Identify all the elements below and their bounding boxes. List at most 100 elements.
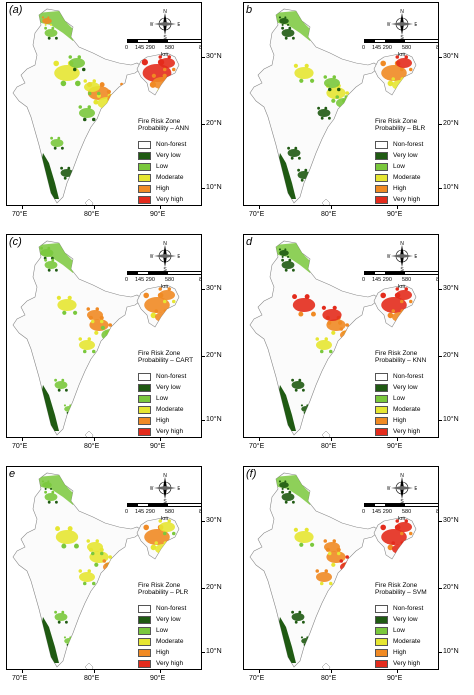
- risk-speckle: [327, 320, 332, 325]
- risk-patch: [40, 249, 54, 257]
- risk-speckle: [51, 490, 55, 494]
- india-outline: [249, 8, 381, 204]
- legend-item: Very low: [138, 150, 186, 161]
- risk-speckle: [122, 335, 126, 340]
- risk-speckle: [300, 178, 304, 182]
- risk-speckle: [72, 411, 75, 414]
- risk-speckle: [359, 567, 363, 572]
- risk-speckle: [281, 490, 284, 494]
- longitude-label: 80°E: [321, 675, 337, 682]
- risk-speckle: [167, 55, 171, 59]
- legend-swatch: [138, 427, 151, 436]
- legend-item: Non-forest: [375, 139, 423, 150]
- legend-label: Low: [156, 395, 168, 402]
- risk-patch: [281, 261, 295, 269]
- lat-tick: [439, 124, 442, 125]
- legend-swatch: [138, 372, 151, 381]
- lon-tick: [160, 438, 161, 441]
- risk-speckle: [67, 295, 72, 300]
- longitude-label: 90°E: [387, 443, 403, 450]
- risk-speckle: [83, 581, 87, 586]
- risk-speckle: [320, 349, 324, 354]
- risk-speckle: [293, 527, 298, 532]
- lon-tick: [397, 206, 398, 209]
- risk-speckle: [94, 330, 99, 335]
- scale-tick-label: 0: [362, 277, 366, 283]
- legend-item: High: [138, 183, 186, 194]
- scale-bar-graphic: [364, 503, 438, 507]
- risk-speckle: [88, 91, 92, 96]
- risk-speckle: [61, 610, 65, 614]
- lat-tick: [202, 188, 205, 189]
- legend-item: Very high: [375, 426, 423, 437]
- scale-bar-graphic: [364, 271, 438, 275]
- risk-speckle: [294, 146, 298, 150]
- scale-segment: [375, 40, 385, 42]
- legend-title: Fire Risk Zone Probability – PLR: [138, 582, 189, 596]
- risk-speckle: [92, 117, 96, 122]
- risk-speckle: [172, 299, 176, 304]
- risk-speckle: [73, 310, 78, 315]
- legend-label: Very low: [156, 152, 181, 159]
- risk-speckle: [117, 323, 121, 327]
- panel-label: (c): [9, 236, 22, 248]
- risk-patch: [60, 169, 74, 177]
- risk-speckle: [353, 339, 357, 344]
- scale-bar: 0 145 290 580 870 km: [362, 501, 438, 527]
- western-ghats-forest-zone: [278, 153, 296, 199]
- western-ghats-forest-zone: [41, 153, 59, 199]
- scale-bar-graphic: [127, 39, 201, 43]
- risk-patch: [279, 18, 289, 24]
- legend: Non-forest Very low Low Moderate High Very hi…: [375, 371, 423, 437]
- risk-speckle: [302, 388, 305, 392]
- risk-patch: [69, 58, 85, 68]
- longitude-label: 90°E: [387, 675, 403, 682]
- risk-speckle: [335, 95, 339, 99]
- risk-speckle: [55, 500, 58, 504]
- risk-speckle: [82, 67, 86, 72]
- india-fire-risk-map: [249, 240, 417, 437]
- legend-swatch: [375, 184, 388, 193]
- scale-segment: [128, 504, 138, 506]
- longitude-label: 80°E: [84, 675, 100, 682]
- risk-speckle: [111, 559, 115, 563]
- risk-speckle: [95, 539, 99, 543]
- legend-swatch: [375, 659, 388, 668]
- risk-speckle: [47, 36, 51, 40]
- risk-speckle: [163, 67, 167, 72]
- risk-speckle: [405, 553, 409, 558]
- risk-patch: [316, 340, 332, 350]
- legend-swatch: [138, 383, 151, 392]
- risk-speckle: [92, 349, 96, 354]
- legend-item: High: [138, 415, 186, 426]
- risk-patch: [79, 108, 95, 118]
- risk-speckle: [395, 55, 399, 59]
- scale-tick-label: 580: [402, 277, 412, 283]
- latitude-label: 10°N: [443, 648, 459, 655]
- risk-speckle: [67, 526, 73, 532]
- scale-bar: 0 145 290 580 870 km: [125, 501, 201, 527]
- legend-title: Fire Risk Zone Probability – ANN: [138, 118, 189, 132]
- risk-speckle: [122, 567, 126, 572]
- legend-item: Low: [138, 393, 186, 404]
- risk-speckle: [127, 82, 131, 86]
- lon-tick: [259, 438, 260, 441]
- risk-patch: [281, 29, 295, 37]
- risk-speckle: [380, 292, 386, 299]
- legend-swatch: [138, 626, 151, 635]
- risk-speckle: [168, 553, 172, 558]
- legend-swatch: [138, 162, 151, 171]
- longitude-label: 90°E: [150, 211, 166, 218]
- risk-speckle: [284, 268, 288, 272]
- risk-speckle: [304, 294, 310, 300]
- risk-speckle: [117, 89, 122, 94]
- lon-tick: [259, 670, 260, 673]
- scale-segment: [128, 272, 138, 274]
- risk-patch: [44, 29, 58, 37]
- scale-tick-label: 580: [402, 45, 412, 51]
- risk-speckle: [102, 559, 106, 563]
- risk-speckle: [69, 636, 72, 639]
- legend-item: Very high: [375, 658, 423, 669]
- longitude-label: 80°E: [321, 443, 337, 450]
- risk-speckle: [50, 136, 53, 140]
